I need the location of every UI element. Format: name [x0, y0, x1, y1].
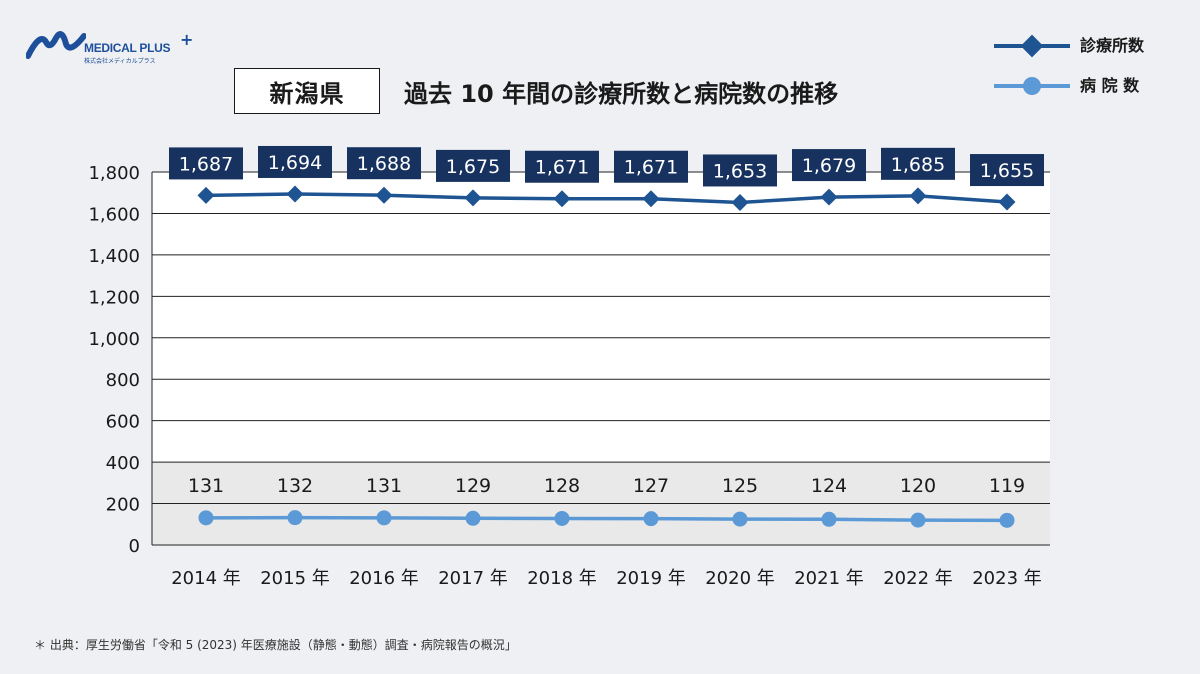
hospitals-series-line [205, 515, 1008, 523]
clinics-data-label: 1,694 [268, 152, 322, 174]
hospitals-point [465, 510, 481, 526]
x-tick-label: 2019 年 [616, 568, 686, 589]
x-tick-label: 2015 年 [260, 568, 330, 589]
x-tick-label: 2020 年 [705, 568, 775, 589]
clinics-data-label: 1,671 [624, 157, 678, 179]
clinics-label-box [169, 147, 243, 180]
clinics-data-label: 1,653 [713, 160, 767, 182]
y-tick-label: 400 [106, 453, 140, 474]
y-tick-label: 1,200 [88, 287, 140, 308]
clinics-data-label: 1,679 [802, 155, 856, 177]
diamond-marker-icon [994, 34, 1070, 58]
hospitals-data-label: 125 [722, 475, 758, 497]
x-tick-label: 2014 年 [171, 568, 241, 589]
prefecture-label: 新潟県 [234, 68, 380, 114]
clinics-point [464, 189, 482, 207]
clinics-label-box [614, 150, 688, 183]
y-tick-label: 1,400 [88, 246, 140, 267]
clinics-label-box [881, 147, 955, 180]
x-tick-label: 2023 年 [972, 568, 1042, 589]
y-tick-label: 0 [129, 536, 140, 557]
logo-mark-icon [25, 31, 87, 59]
hospitals-data-label: 131 [366, 475, 402, 497]
y-tick-label: 1,600 [88, 204, 140, 225]
hospitals-data-label: 132 [277, 475, 313, 497]
chart-title: 過去 10 年間の診療所数と病院数の推移 [404, 80, 839, 108]
clinics-point [375, 186, 393, 204]
circle-marker-icon [994, 77, 1070, 95]
y-tick-label: 1,800 [88, 163, 140, 184]
clinics-data-label: 1,671 [535, 157, 589, 179]
hospitals-data-label: 119 [989, 475, 1025, 497]
hospitals-data-label: 124 [811, 475, 847, 497]
hospitals-point [643, 511, 659, 527]
hospitals-data-label: 131 [188, 475, 224, 497]
clinics-data-label: 1,687 [179, 153, 233, 175]
logo-subtitle: 株式会社メディカルプラス [84, 58, 156, 65]
clinics-label-box [436, 149, 510, 182]
hospitals-point [287, 510, 303, 526]
y-tick-label: 1,000 [88, 329, 140, 350]
clinics-point [909, 187, 927, 205]
clinics-point [197, 186, 215, 204]
clinics-data-label: 1,675 [446, 156, 500, 178]
clinics-data-label: 1,688 [357, 153, 411, 175]
hospitals-point [198, 510, 214, 526]
clinics-label-box [970, 154, 1044, 187]
hospitals-point [376, 510, 392, 526]
clinics-label-box [703, 154, 777, 187]
legend-label-clinics: 診療所数 [1080, 36, 1145, 55]
x-tick-label: 2021 年 [794, 568, 864, 589]
clinics-point [286, 185, 304, 203]
clinics-label-box [792, 149, 866, 182]
hospitals-point [821, 511, 837, 527]
hospitals-point [999, 512, 1015, 528]
clinics-point [642, 190, 660, 208]
clinics-point [731, 193, 749, 211]
x-tick-label: 2016 年 [349, 568, 419, 589]
y-tick-label: 200 [106, 495, 140, 516]
y-tick-label: 600 [106, 412, 140, 433]
logo-name: MEDICAL PLUS [84, 41, 171, 55]
clinics-point [998, 193, 1016, 211]
hospitals-point [554, 510, 570, 526]
clinics-data-label: 1,685 [891, 154, 945, 176]
logo-plus: + [180, 30, 194, 49]
company-logo: MEDICAL PLUS + 株式会社メディカルプラス [25, 28, 193, 68]
clinics-series-line [205, 192, 1008, 205]
clinics-data-label: 1,655 [980, 160, 1034, 182]
hospitals-data-label: 128 [544, 475, 580, 497]
clinics-point [553, 190, 571, 208]
hospitals-data-label: 120 [900, 475, 936, 497]
hospitals-point [910, 512, 926, 528]
x-tick-label: 2022 年 [883, 568, 953, 589]
clinics-point [820, 188, 838, 206]
source-note: ＊ 出典：厚生労働省「令和 5 (2023) 年医療施設（静態・動態）調査・病院… [34, 638, 517, 652]
clinics-label-box [525, 150, 599, 183]
x-tick-label: 2017 年 [438, 568, 508, 589]
y-tick-label: 800 [106, 370, 140, 391]
clinics-label-box [258, 145, 332, 178]
hospitals-point [732, 511, 748, 527]
x-tick-label: 2018 年 [527, 568, 597, 589]
hospitals-data-label: 127 [633, 475, 669, 497]
clinics-label-box [347, 147, 421, 180]
legend-label-hospitals: 病 院 数 [1080, 76, 1140, 95]
hospitals-data-label: 129 [455, 475, 491, 497]
